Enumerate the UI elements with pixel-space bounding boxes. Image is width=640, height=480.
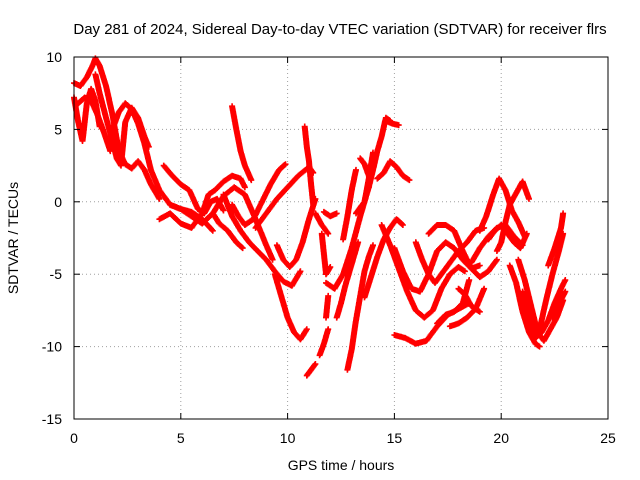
x-tick-label: 25	[600, 430, 616, 446]
series-trace-31	[382, 117, 402, 129]
series-trace-33	[378, 222, 468, 321]
data-point-marks	[344, 242, 376, 373]
data-point-marks	[323, 292, 332, 321]
data-point-marks	[156, 172, 248, 231]
data-point-marks	[506, 262, 543, 350]
y-tick-label: -5	[50, 266, 63, 282]
data-series	[71, 55, 569, 379]
data-point-marks	[549, 288, 569, 321]
series-trace-20	[316, 326, 332, 359]
data-point-marks	[515, 256, 567, 344]
data-point-marks	[320, 208, 340, 220]
series-trace-36	[412, 224, 488, 286]
data-point-marks	[273, 195, 319, 270]
series-trace-22	[320, 208, 340, 220]
series-trace-7	[156, 172, 248, 231]
series-trace-3	[75, 94, 114, 155]
data-point-marks	[75, 94, 114, 155]
series-trace-48	[536, 230, 567, 333]
series-trace-45	[506, 262, 543, 350]
series-trace-47	[519, 277, 569, 341]
series-trace-21	[323, 292, 332, 321]
series-trace-46	[515, 256, 567, 344]
data-point-marks	[209, 210, 246, 252]
series-trace-32	[374, 158, 413, 184]
data-point-marks	[412, 224, 488, 286]
series-trace-16	[301, 123, 317, 208]
data-point-marks	[316, 326, 332, 359]
data-point-marks	[374, 158, 413, 184]
series-trace-9	[220, 191, 304, 289]
series-trace-26	[344, 242, 376, 373]
data-point-marks	[545, 210, 567, 269]
y-tick-label: 5	[54, 121, 62, 137]
chart-title: Day 281 of 2024, Sidereal Day-to-day VTE…	[73, 21, 606, 38]
x-tick-label: 20	[493, 430, 509, 446]
series-trace-25	[340, 166, 359, 243]
data-point-marks	[220, 191, 304, 289]
x-axis-title: GPS time / hours	[288, 457, 395, 473]
y-axis-title: SDTVAR / TECUs	[5, 182, 21, 294]
y-tick-label: -10	[42, 339, 62, 355]
data-point-marks	[493, 178, 532, 254]
series-trace-18	[318, 230, 334, 278]
series-trace-50	[549, 288, 569, 321]
data-point-marks	[340, 166, 359, 243]
series-trace-10	[229, 103, 255, 184]
x-tick-label: 5	[177, 430, 185, 446]
data-point-marks	[536, 230, 567, 333]
data-point-marks	[378, 222, 468, 321]
x-tick-label: 10	[280, 430, 296, 446]
data-point-marks	[229, 161, 289, 228]
series-trace-17	[312, 210, 332, 237]
series-trace-49	[545, 210, 567, 269]
series-trace-12	[209, 210, 246, 252]
series-trace-40	[455, 285, 483, 315]
data-point-marks	[301, 123, 317, 208]
series-trace-24	[333, 239, 362, 321]
data-point-marks	[312, 210, 332, 237]
data-point-marks	[519, 277, 569, 341]
series-trace-14	[273, 195, 319, 270]
data-point-marks	[271, 271, 310, 343]
series-trace-11	[229, 161, 289, 228]
x-tick-label: 15	[387, 430, 403, 446]
data-point-marks	[303, 361, 319, 379]
plot-frame	[73, 56, 609, 420]
data-point-marks	[229, 103, 255, 184]
y-tick-label: 0	[54, 194, 62, 210]
x-tick-label: 0	[70, 430, 78, 446]
data-point-marks	[382, 117, 402, 129]
data-point-marks	[333, 239, 362, 321]
series-trace-15	[271, 271, 310, 343]
series-trace-37	[425, 222, 500, 281]
y-tick-label: -15	[42, 411, 62, 427]
series-trace-44	[493, 178, 532, 254]
series-trace-28	[357, 155, 372, 179]
data-point-marks	[318, 230, 334, 278]
y-tick-label: 10	[46, 49, 62, 65]
data-point-marks	[455, 285, 483, 315]
data-point-marks	[425, 222, 500, 281]
series-trace-19	[303, 361, 319, 379]
axis-ticks: 0 5 10 15 20 25 -15 -10 -5 0 5 10	[42, 49, 616, 446]
data-point-marks	[357, 155, 372, 179]
